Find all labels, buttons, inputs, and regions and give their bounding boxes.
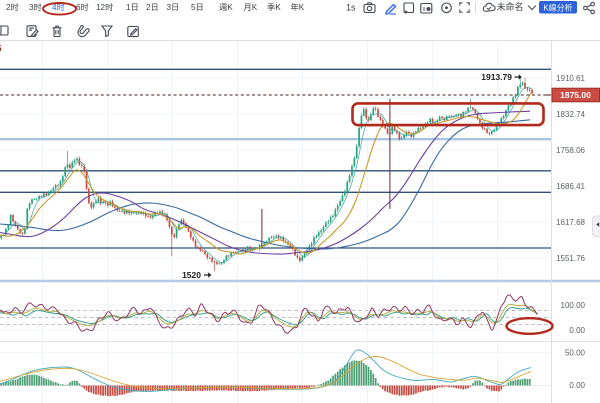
svg-text:4时: 4时 xyxy=(52,2,65,12)
svg-text:5: 5 xyxy=(0,44,2,54)
svg-text:1日: 1日 xyxy=(126,3,139,12)
svg-text:12时: 12时 xyxy=(96,2,113,12)
svg-text:年K: 年K xyxy=(291,2,305,12)
svg-text:1551.76: 1551.76 xyxy=(556,254,585,263)
svg-text:1913.79: 1913.79 xyxy=(481,72,512,82)
svg-text:3日: 3日 xyxy=(167,3,180,12)
svg-text:1758.06: 1758.06 xyxy=(556,146,585,155)
svg-text:1910.61: 1910.61 xyxy=(556,74,585,83)
svg-text:0.00: 0.00 xyxy=(569,326,585,335)
svg-text:5日: 5日 xyxy=(191,3,204,12)
svg-text:K線分析: K線分析 xyxy=(543,2,572,12)
svg-text:月K: 月K xyxy=(244,3,258,12)
svg-text:1686.41: 1686.41 xyxy=(556,182,585,191)
svg-text:1832.74: 1832.74 xyxy=(556,110,585,119)
svg-text:未命名: 未命名 xyxy=(497,1,524,12)
svg-text:1s: 1s xyxy=(346,2,356,12)
svg-text:週K: 週K xyxy=(219,3,233,12)
svg-text:1617.68: 1617.68 xyxy=(556,218,585,227)
svg-text:3时: 3时 xyxy=(29,2,42,12)
svg-text:2日: 2日 xyxy=(146,3,159,12)
svg-text:季K: 季K xyxy=(267,2,281,12)
svg-text:2时: 2时 xyxy=(6,2,19,12)
svg-text:100.00: 100.00 xyxy=(561,301,586,310)
svg-text:1520: 1520 xyxy=(182,270,201,280)
svg-text:0.00: 0.00 xyxy=(569,381,585,390)
svg-text:6时: 6时 xyxy=(76,2,89,12)
svg-text:1875.00: 1875.00 xyxy=(560,90,591,100)
svg-text:50.00: 50.00 xyxy=(565,348,586,357)
